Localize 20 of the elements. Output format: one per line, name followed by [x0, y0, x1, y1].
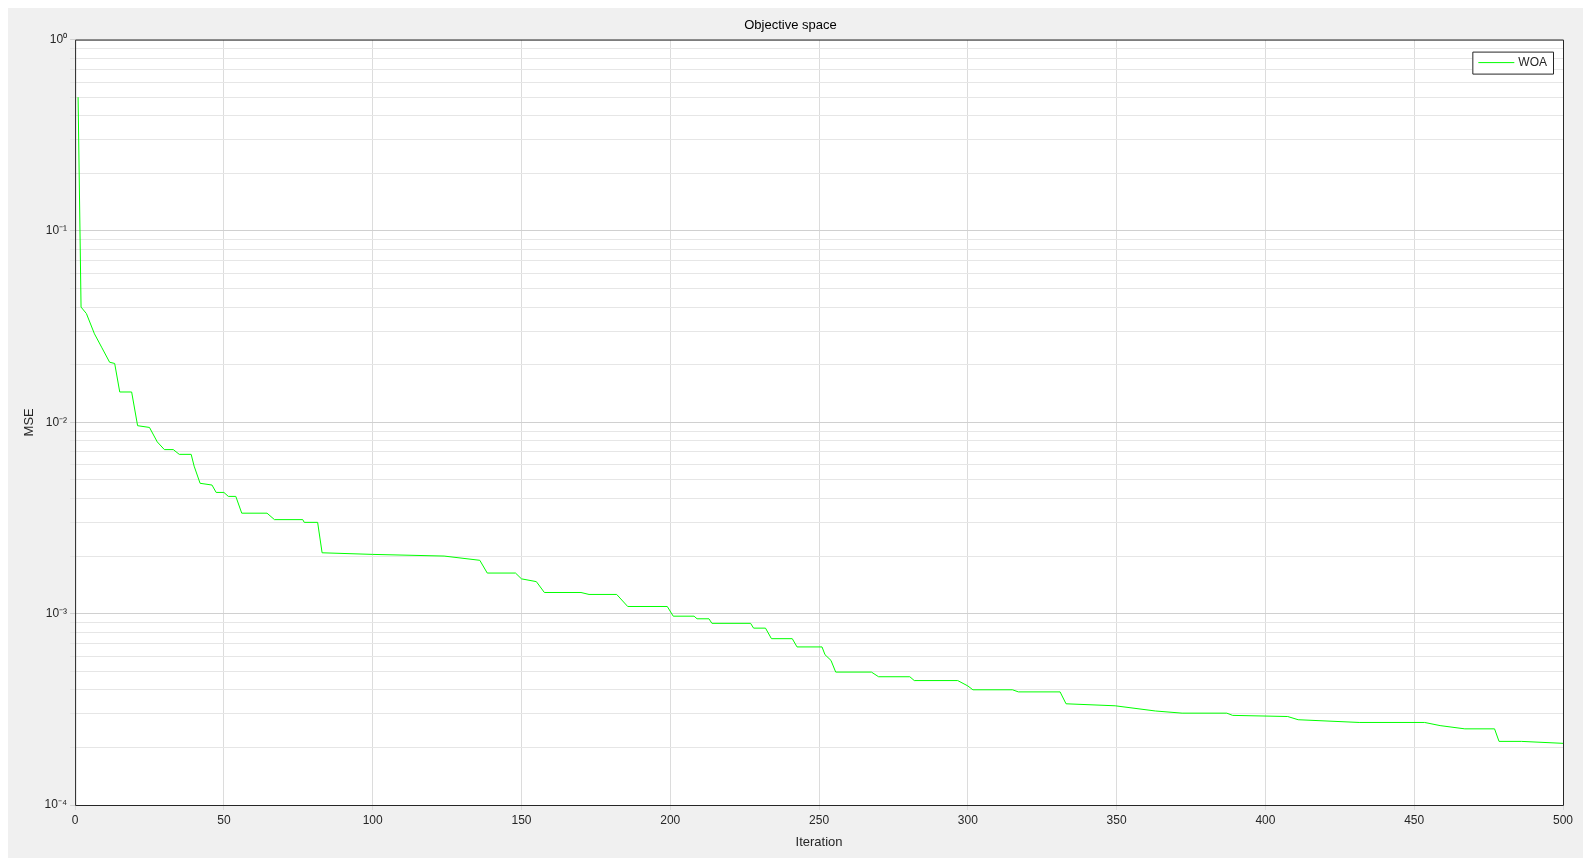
x-tick-label: 250: [809, 812, 830, 827]
y-tick-label: 10⁰: [49, 31, 68, 46]
x-tick-label: 500: [1552, 812, 1574, 827]
x-tick-label: 0: [71, 812, 79, 827]
legend-label: WOA: [1518, 54, 1548, 69]
y-axis-title: MSE: [21, 407, 37, 437]
x-tick-label: 400: [1255, 812, 1276, 827]
x-tick-label: 100: [362, 812, 384, 827]
y-tick-label: 10⁻¹: [45, 223, 68, 238]
x-tick-label: 50: [217, 812, 231, 827]
y-tick-label: 10⁻³: [45, 605, 68, 620]
y-tick-label: 10⁻⁴: [44, 797, 68, 812]
x-tick-label: 200: [660, 812, 681, 827]
chart-title: Objective space: [744, 17, 837, 33]
x-axis-title: Iteration: [795, 833, 843, 849]
x-tick-label: 300: [957, 812, 979, 827]
x-tick-label: 450: [1404, 812, 1425, 827]
y-tick-label: 10⁻²: [45, 414, 68, 429]
x-tick-label: 150: [511, 812, 532, 827]
x-tick-label: 350: [1106, 812, 1127, 827]
